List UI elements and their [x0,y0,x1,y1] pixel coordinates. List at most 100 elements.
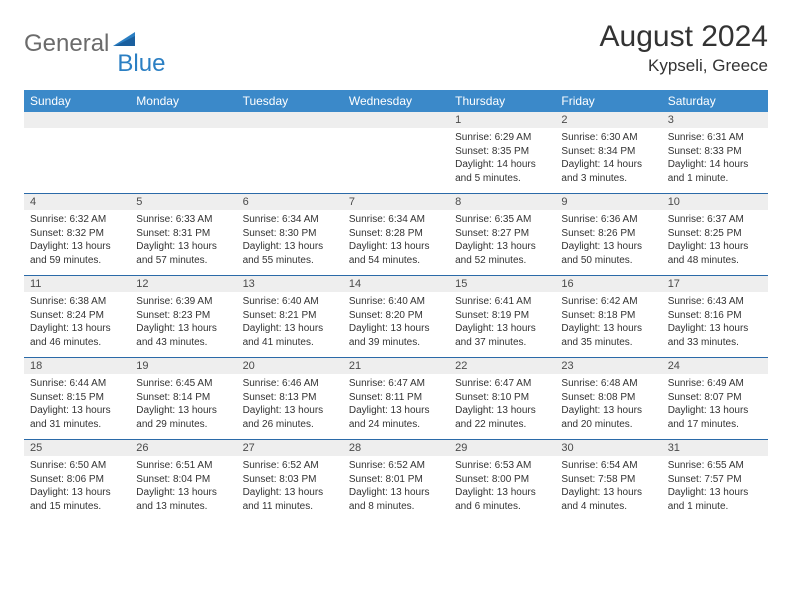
daylight-text: and 33 minutes. [668,336,762,350]
daylight-text: Daylight: 13 hours [561,322,655,336]
day-number: 30 [555,440,661,456]
day-number-row: 18192021222324 [24,358,768,374]
day-cell: Sunrise: 6:48 AMSunset: 8:08 PMDaylight:… [555,374,661,440]
sunset-text: Sunset: 8:18 PM [561,309,655,323]
day-cell: Sunrise: 6:35 AMSunset: 8:27 PMDaylight:… [449,210,555,276]
daylight-text: Daylight: 13 hours [136,404,230,418]
sunrise-text: Sunrise: 6:34 AM [243,213,337,227]
day-number-row: 123 [24,112,768,128]
day-number: 2 [555,112,661,128]
day-cell: Sunrise: 6:38 AMSunset: 8:24 PMDaylight:… [24,292,130,358]
sunset-text: Sunset: 8:21 PM [243,309,337,323]
daylight-text: Daylight: 13 hours [30,486,124,500]
sunrise-text: Sunrise: 6:54 AM [561,459,655,473]
sunset-text: Sunset: 8:03 PM [243,473,337,487]
daylight-text: and 17 minutes. [668,418,762,432]
sunrise-text: Sunrise: 6:29 AM [455,131,549,145]
sunset-text: Sunset: 8:16 PM [668,309,762,323]
day-number: 21 [343,358,449,374]
daylight-text: and 48 minutes. [668,254,762,268]
day-number [343,112,449,128]
logo-text-blue: Blue [117,50,165,78]
day-number: 6 [237,194,343,210]
sunset-text: Sunset: 8:01 PM [349,473,443,487]
day-number: 5 [130,194,236,210]
sunset-text: Sunset: 8:32 PM [30,227,124,241]
sunrise-text: Sunrise: 6:34 AM [349,213,443,227]
day-cell: Sunrise: 6:31 AMSunset: 8:33 PMDaylight:… [662,128,768,194]
day-number: 4 [24,194,130,210]
day-content-row: Sunrise: 6:44 AMSunset: 8:15 PMDaylight:… [24,374,768,440]
daylight-text: and 5 minutes. [455,172,549,186]
sunrise-text: Sunrise: 6:36 AM [561,213,655,227]
day-cell: Sunrise: 6:36 AMSunset: 8:26 PMDaylight:… [555,210,661,276]
sunrise-text: Sunrise: 6:47 AM [349,377,443,391]
sunrise-text: Sunrise: 6:53 AM [455,459,549,473]
day-cell: Sunrise: 6:44 AMSunset: 8:15 PMDaylight:… [24,374,130,440]
calendar-body: 123Sunrise: 6:29 AMSunset: 8:35 PMDaylig… [24,112,768,521]
day-header: Monday [130,90,236,112]
logo: General Blue [24,20,165,68]
day-number: 14 [343,276,449,292]
sunrise-text: Sunrise: 6:52 AM [349,459,443,473]
calendar-table: Sunday Monday Tuesday Wednesday Thursday… [24,90,768,521]
daylight-text: and 1 minute. [668,172,762,186]
day-cell: Sunrise: 6:42 AMSunset: 8:18 PMDaylight:… [555,292,661,358]
day-header: Saturday [662,90,768,112]
sunset-text: Sunset: 8:06 PM [30,473,124,487]
day-number: 31 [662,440,768,456]
day-cell: Sunrise: 6:52 AMSunset: 8:03 PMDaylight:… [237,456,343,521]
sunrise-text: Sunrise: 6:30 AM [561,131,655,145]
daylight-text: Daylight: 13 hours [30,240,124,254]
sunset-text: Sunset: 8:26 PM [561,227,655,241]
daylight-text: and 55 minutes. [243,254,337,268]
sunrise-text: Sunrise: 6:40 AM [349,295,443,309]
daylight-text: and 22 minutes. [455,418,549,432]
daylight-text: Daylight: 13 hours [243,240,337,254]
day-cell: Sunrise: 6:39 AMSunset: 8:23 PMDaylight:… [130,292,236,358]
daylight-text: Daylight: 13 hours [561,404,655,418]
daylight-text: and 24 minutes. [349,418,443,432]
daylight-text: Daylight: 13 hours [349,240,443,254]
daylight-text: and 26 minutes. [243,418,337,432]
sunrise-text: Sunrise: 6:37 AM [668,213,762,227]
day-number: 12 [130,276,236,292]
day-cell: Sunrise: 6:52 AMSunset: 8:01 PMDaylight:… [343,456,449,521]
day-number: 19 [130,358,236,374]
sunset-text: Sunset: 8:20 PM [349,309,443,323]
day-cell: Sunrise: 6:34 AMSunset: 8:28 PMDaylight:… [343,210,449,276]
sunset-text: Sunset: 8:34 PM [561,145,655,159]
daylight-text: and 15 minutes. [30,500,124,514]
daylight-text: and 46 minutes. [30,336,124,350]
daylight-text: and 6 minutes. [455,500,549,514]
day-cell: Sunrise: 6:34 AMSunset: 8:30 PMDaylight:… [237,210,343,276]
day-number-row: 11121314151617 [24,276,768,292]
day-content-row: Sunrise: 6:50 AMSunset: 8:06 PMDaylight:… [24,456,768,521]
daylight-text: and 50 minutes. [561,254,655,268]
day-cell [237,128,343,194]
daylight-text: Daylight: 13 hours [668,322,762,336]
sunrise-text: Sunrise: 6:32 AM [30,213,124,227]
day-number: 23 [555,358,661,374]
daylight-text: Daylight: 13 hours [243,486,337,500]
sunrise-text: Sunrise: 6:51 AM [136,459,230,473]
day-number: 7 [343,194,449,210]
sunset-text: Sunset: 8:31 PM [136,227,230,241]
sunset-text: Sunset: 8:08 PM [561,391,655,405]
sunset-text: Sunset: 8:25 PM [668,227,762,241]
daylight-text: Daylight: 13 hours [455,486,549,500]
day-content-row: Sunrise: 6:38 AMSunset: 8:24 PMDaylight:… [24,292,768,358]
sunset-text: Sunset: 8:10 PM [455,391,549,405]
day-number: 1 [449,112,555,128]
daylight-text: and 29 minutes. [136,418,230,432]
daylight-text: and 43 minutes. [136,336,230,350]
day-cell: Sunrise: 6:40 AMSunset: 8:21 PMDaylight:… [237,292,343,358]
location: Kypseli, Greece [600,56,768,76]
day-number: 13 [237,276,343,292]
daylight-text: Daylight: 13 hours [561,486,655,500]
day-cell: Sunrise: 6:43 AMSunset: 8:16 PMDaylight:… [662,292,768,358]
day-cell: Sunrise: 6:37 AMSunset: 8:25 PMDaylight:… [662,210,768,276]
daylight-text: Daylight: 13 hours [349,404,443,418]
daylight-text: and 1 minute. [668,500,762,514]
sunset-text: Sunset: 8:00 PM [455,473,549,487]
